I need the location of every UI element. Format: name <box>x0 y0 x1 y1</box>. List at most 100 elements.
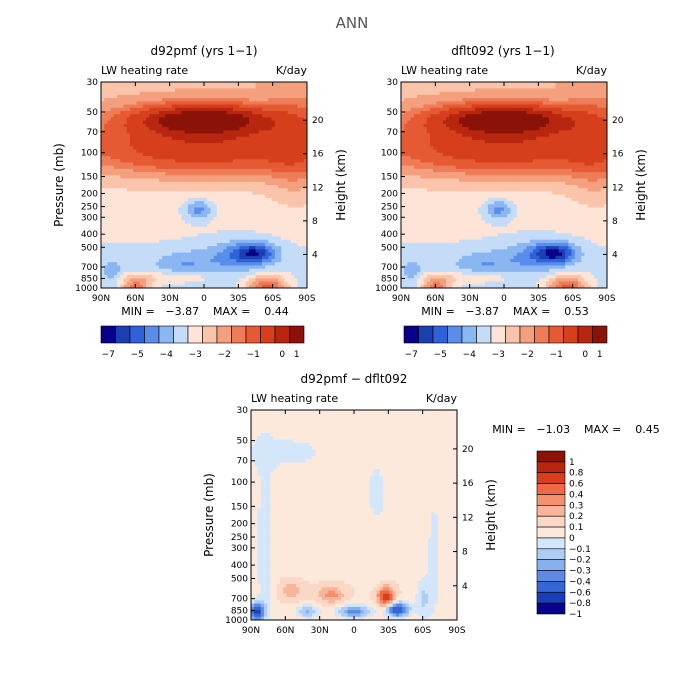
heatmap-cell <box>552 117 556 122</box>
heatmap-cell <box>175 146 179 150</box>
heatmap-cell <box>268 181 272 186</box>
heatmap-cell <box>545 85 550 89</box>
heatmap-cell <box>197 107 202 112</box>
heatmap-cell <box>242 152 247 157</box>
heatmap-cell <box>110 197 115 202</box>
heatmap-cell <box>284 146 289 150</box>
heatmap-cell <box>162 168 166 173</box>
heatmap-cell <box>300 194 305 199</box>
heatmap-cell <box>165 204 169 208</box>
heatmap-cell <box>226 107 231 112</box>
heatmap-cell <box>271 233 276 237</box>
heatmap-cell <box>258 101 263 105</box>
heatmap-cell <box>284 197 289 202</box>
heatmap-cell <box>242 275 247 279</box>
heatmap-cell <box>191 94 195 99</box>
heatmap-cell <box>229 133 234 138</box>
heatmap-cell <box>129 239 134 244</box>
heatmap-cell <box>265 230 269 234</box>
heatmap-cell <box>284 127 289 131</box>
heatmap-cell <box>200 152 205 157</box>
heatmap-cell <box>120 271 124 276</box>
heatmap-cell <box>297 259 301 263</box>
heatmap-cell <box>152 220 157 225</box>
heatmap-cell <box>255 165 260 170</box>
heatmap-cell <box>149 107 153 112</box>
heatmap-cell <box>178 143 182 147</box>
heatmap-cell <box>261 265 266 270</box>
heatmap-cell <box>223 117 227 122</box>
heatmap-cell <box>287 94 292 99</box>
heatmap-cell <box>123 242 128 247</box>
heatmap-cell <box>265 262 269 266</box>
heatmap-cell <box>149 91 153 96</box>
heatmap-cell <box>220 110 224 115</box>
heatmap-cell <box>232 262 237 266</box>
heatmap-cell <box>168 168 173 173</box>
heatmap-cell <box>162 188 166 192</box>
heatmap-cell <box>113 165 118 170</box>
heatmap-cell <box>226 120 231 125</box>
heatmap-cell <box>178 110 182 115</box>
heatmap-cell <box>242 178 247 183</box>
heatmap-cell <box>271 252 276 257</box>
heatmap-cell <box>149 201 153 205</box>
heatmap-cell <box>281 156 285 160</box>
heatmap-cell <box>236 178 240 183</box>
heatmap-cell <box>284 252 289 257</box>
heatmap-cell <box>101 152 105 157</box>
heatmap-cell <box>133 213 137 218</box>
heatmap-cell <box>165 201 169 205</box>
heatmap-cell <box>232 123 237 128</box>
heatmap-cell <box>200 143 205 147</box>
heatmap-cell <box>497 114 502 118</box>
heatmap-cell <box>152 242 157 247</box>
heatmap-cell <box>107 204 112 208</box>
heatmap-cell <box>423 120 428 125</box>
heatmap-cell <box>120 242 124 247</box>
heatmap-cell <box>294 210 298 215</box>
heatmap-cell <box>107 255 112 260</box>
heatmap-cell <box>500 94 505 99</box>
heatmap-cell <box>290 268 295 273</box>
heatmap-cell <box>117 201 121 205</box>
heatmap-cell <box>204 223 208 228</box>
heatmap-cell <box>101 230 105 234</box>
heatmap-cell <box>504 91 508 96</box>
heatmap-cell <box>436 88 441 93</box>
heatmap-cell <box>297 88 301 93</box>
heatmap-cell <box>129 120 134 125</box>
heatmap-cell <box>600 82 605 86</box>
heatmap-cell <box>229 159 234 163</box>
heatmap-cell <box>255 104 260 109</box>
heatmap-cell <box>152 133 157 138</box>
heatmap-cell <box>471 85 476 89</box>
heatmap-cell <box>300 255 305 260</box>
heatmap-cell <box>126 188 131 192</box>
heatmap-cell <box>187 120 192 125</box>
heatmap-cell <box>191 278 195 282</box>
heatmap-cell <box>197 213 202 218</box>
heatmap-cell <box>197 114 202 118</box>
heatmap-cell <box>255 139 260 144</box>
heatmap-cell <box>284 172 289 176</box>
heatmap-cell <box>194 88 198 93</box>
heatmap-cell <box>210 156 215 160</box>
heatmap-cell <box>200 162 205 167</box>
heatmap-cell <box>171 181 176 186</box>
heatmap-cell <box>597 110 601 115</box>
heatmap-cell <box>200 139 205 144</box>
heatmap-cell <box>162 201 166 205</box>
heatmap-cell <box>187 213 192 218</box>
heatmap-cell <box>587 110 592 115</box>
heatmap-cell <box>252 226 256 231</box>
heatmap-cell <box>245 278 250 282</box>
heatmap-cell <box>452 88 457 93</box>
heatmap-cell <box>471 91 476 96</box>
heatmap-cell <box>220 185 224 189</box>
heatmap-cell <box>449 88 453 93</box>
heatmap-cell <box>107 246 112 250</box>
heatmap-cell <box>204 98 208 102</box>
heatmap-cell <box>542 107 547 112</box>
heatmap-cell <box>117 88 121 93</box>
